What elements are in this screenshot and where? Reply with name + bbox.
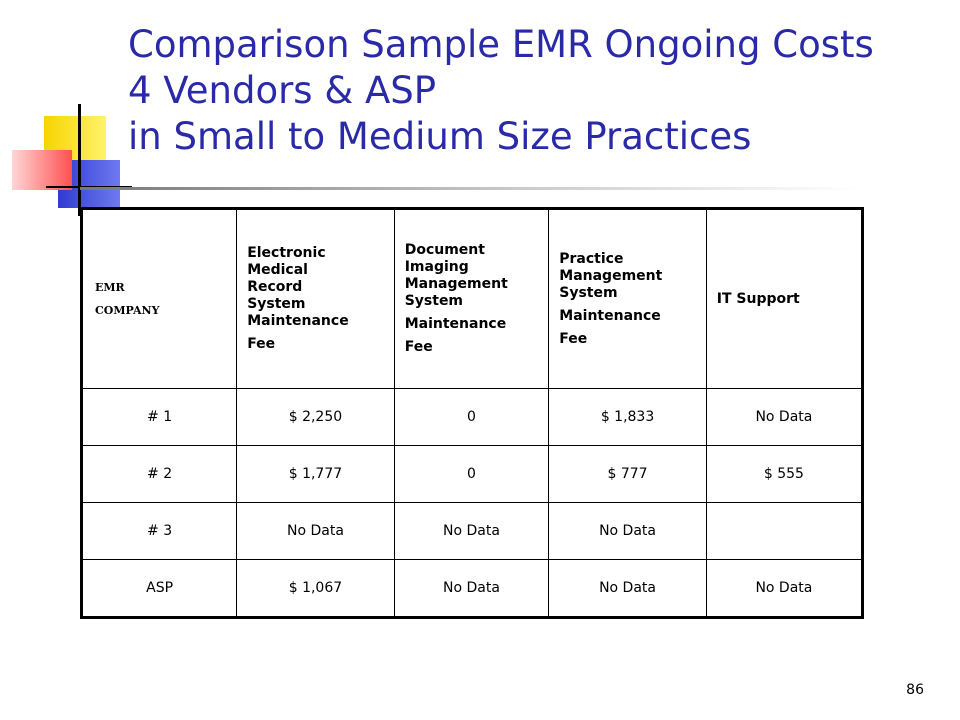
page-number: 86	[906, 682, 924, 698]
title-line-2: 4 Vendors & ASP	[128, 69, 437, 112]
header-text: Practice	[559, 250, 624, 267]
title-line-3: in Small to Medium Size Practices	[128, 115, 752, 158]
header-text: Management	[404, 276, 508, 292]
header-text: Document	[404, 242, 485, 258]
slide-title: Comparison Sample EMR Ongoing Costs 4 Ve…	[128, 22, 928, 160]
company-cell: ASP	[80, 559, 238, 618]
header-text: Maintenance	[559, 307, 661, 324]
logo-red-block	[12, 150, 72, 190]
company-cell: # 3	[80, 502, 238, 560]
header-emr-company: EMR COMPANY	[80, 208, 238, 389]
it-support-cell: No Data	[705, 388, 864, 446]
header-text: System	[247, 296, 306, 312]
company-cell: # 2	[80, 445, 238, 503]
imaging-fee-cell: No Data	[393, 559, 550, 618]
header-text: Fee	[559, 330, 588, 347]
it-support-cell: No Data	[705, 559, 864, 618]
header-text: Fee	[404, 339, 433, 355]
pm-fee-cell: $ 777	[548, 445, 707, 503]
header-text: COMPANY	[95, 304, 160, 317]
table-row: ASP $ 1,067 No Data No Data No Data	[80, 559, 864, 618]
emr-fee-cell: $ 1,067	[236, 559, 395, 618]
it-support-cell: $ 555	[705, 445, 864, 503]
emr-fee-cell: $ 2,250	[236, 388, 395, 446]
ongoing-costs-table: EMR COMPANY Electronic Medical Record Sy…	[80, 207, 864, 619]
header-text: Fee	[247, 336, 276, 352]
header-text: EMR	[95, 281, 125, 294]
emr-fee-cell: $ 1,777	[236, 445, 395, 503]
header-practice-management-fee: Practice Management System Maintenance F…	[548, 208, 707, 389]
table-header-row: EMR COMPANY Electronic Medical Record Sy…	[80, 208, 864, 389]
header-text: Electronic	[247, 245, 326, 261]
header-it-support: IT Support	[705, 208, 864, 389]
header-text: System	[559, 284, 618, 301]
header-emr-maintenance-fee: Electronic Medical Record System Mainten…	[236, 208, 395, 389]
imaging-fee-cell: 0	[393, 388, 550, 446]
table-row: # 3 No Data No Data No Data	[80, 502, 864, 560]
title-divider	[80, 187, 860, 190]
emr-fee-cell: No Data	[236, 502, 395, 560]
pm-fee-cell: $ 1,833	[548, 388, 707, 446]
company-cell: # 1	[80, 388, 238, 446]
header-text: Record	[247, 279, 303, 295]
header-text: System	[404, 293, 464, 309]
pm-fee-cell: No Data	[548, 559, 707, 618]
pm-fee-cell: No Data	[548, 502, 707, 560]
header-text: Medical	[247, 262, 308, 278]
it-support-cell	[705, 502, 864, 560]
header-document-imaging-fee: Document Imaging Management System Maint…	[393, 208, 550, 389]
title-line-1: Comparison Sample EMR Ongoing Costs	[128, 23, 874, 66]
table-row: # 1 $ 2,250 0 $ 1,833 No Data	[80, 388, 864, 446]
header-text: Imaging	[404, 259, 469, 275]
header-text: Maintenance	[404, 316, 507, 332]
header-text: IT Support	[716, 290, 800, 307]
imaging-fee-cell: No Data	[393, 502, 550, 560]
logo-vertical-line	[78, 104, 81, 216]
header-text: Management	[559, 267, 663, 284]
header-text: Maintenance	[247, 313, 349, 329]
imaging-fee-cell: 0	[393, 445, 550, 503]
table-row: # 2 $ 1,777 0 $ 777 $ 555	[80, 445, 864, 503]
